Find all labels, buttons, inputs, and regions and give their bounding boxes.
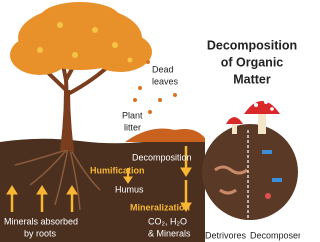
mushroom <box>226 100 280 134</box>
diagram: Decomposition of Organic Matter Dead lea… <box>0 0 300 242</box>
label: CO₂, H₂O <box>148 216 187 226</box>
label: Humus <box>115 184 144 194</box>
soil <box>0 137 205 242</box>
label: Mineralization <box>130 202 190 212</box>
title-line: Matter <box>233 72 271 86</box>
label: leaves <box>152 76 179 86</box>
organisms <box>214 150 282 199</box>
arrows <box>6 146 192 212</box>
title-line: Decomposition <box>207 38 297 52</box>
label: Plant <box>122 110 143 120</box>
canopy-highlights <box>37 22 133 63</box>
label: Dead <box>152 64 174 74</box>
label: by roots <box>24 228 57 238</box>
label: Detrivores <box>205 230 247 240</box>
canopy <box>10 2 152 75</box>
label: Humification <box>90 165 145 175</box>
label: Decomposition <box>132 152 192 162</box>
roots <box>14 147 101 211</box>
title-line: of Organic <box>221 55 284 69</box>
label: Minerals absorbed <box>4 216 78 226</box>
falling-leaves <box>133 60 177 114</box>
soil-section <box>202 124 298 220</box>
label: Decomposers <box>250 230 300 240</box>
trunk-base <box>60 90 74 150</box>
label: & Minerals <box>148 228 191 238</box>
leaf-litter <box>125 128 205 142</box>
label: litter <box>124 122 141 132</box>
